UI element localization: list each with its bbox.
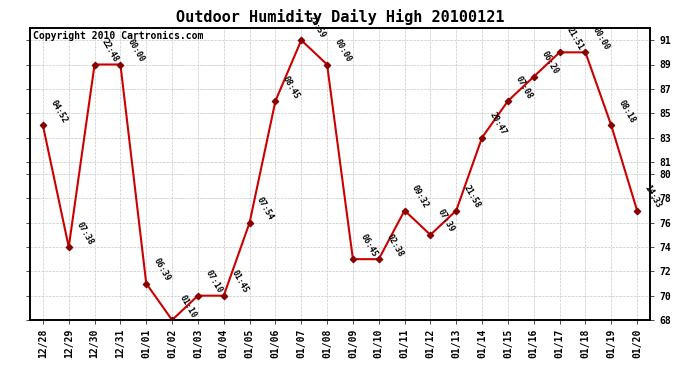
Text: 00:00: 00:00 bbox=[333, 38, 353, 64]
Text: 00:00: 00:00 bbox=[591, 26, 611, 51]
Text: 21:59: 21:59 bbox=[307, 13, 327, 39]
Text: 07:38: 07:38 bbox=[75, 220, 95, 246]
Text: 04:52: 04:52 bbox=[48, 98, 69, 124]
Point bbox=[141, 280, 152, 286]
Point bbox=[63, 244, 75, 250]
Title: Outdoor Humidity Daily High 20100121: Outdoor Humidity Daily High 20100121 bbox=[176, 9, 504, 26]
Point bbox=[270, 98, 281, 104]
Point bbox=[502, 98, 513, 104]
Point bbox=[606, 122, 617, 128]
Text: 07:08: 07:08 bbox=[513, 74, 534, 100]
Point bbox=[451, 207, 462, 213]
Text: 20:47: 20:47 bbox=[488, 111, 508, 137]
Point bbox=[322, 62, 333, 68]
Point bbox=[296, 37, 307, 43]
Text: 06:20: 06:20 bbox=[540, 50, 560, 76]
Point bbox=[244, 220, 255, 226]
Text: 07:54: 07:54 bbox=[255, 196, 275, 222]
Point bbox=[89, 62, 100, 68]
Point bbox=[373, 256, 384, 262]
Point bbox=[529, 74, 540, 80]
Point bbox=[399, 207, 410, 213]
Text: Copyright 2010 Cartronics.com: Copyright 2010 Cartronics.com bbox=[33, 31, 204, 41]
Text: 08:18: 08:18 bbox=[617, 98, 637, 124]
Text: 14:33: 14:33 bbox=[642, 184, 663, 210]
Point bbox=[631, 207, 642, 213]
Text: 01:45: 01:45 bbox=[229, 269, 250, 295]
Text: 00:00: 00:00 bbox=[126, 38, 146, 64]
Point bbox=[554, 50, 565, 55]
Text: 21:51: 21:51 bbox=[565, 26, 585, 51]
Text: 07:39: 07:39 bbox=[436, 208, 456, 234]
Point bbox=[115, 62, 126, 68]
Point bbox=[347, 256, 358, 262]
Text: 07:10: 07:10 bbox=[204, 269, 224, 295]
Text: 22:48: 22:48 bbox=[100, 38, 121, 64]
Point bbox=[477, 135, 488, 141]
Text: 06:45: 06:45 bbox=[359, 232, 379, 258]
Text: 09:32: 09:32 bbox=[410, 184, 431, 210]
Text: 21:58: 21:58 bbox=[462, 184, 482, 210]
Point bbox=[166, 317, 177, 323]
Point bbox=[37, 122, 48, 128]
Point bbox=[425, 232, 436, 238]
Text: 06:39: 06:39 bbox=[152, 256, 172, 283]
Text: 02:38: 02:38 bbox=[384, 232, 404, 258]
Text: 08:45: 08:45 bbox=[281, 74, 302, 100]
Point bbox=[218, 292, 229, 298]
Point bbox=[193, 292, 204, 298]
Text: 01:10: 01:10 bbox=[177, 293, 198, 319]
Point bbox=[580, 50, 591, 55]
